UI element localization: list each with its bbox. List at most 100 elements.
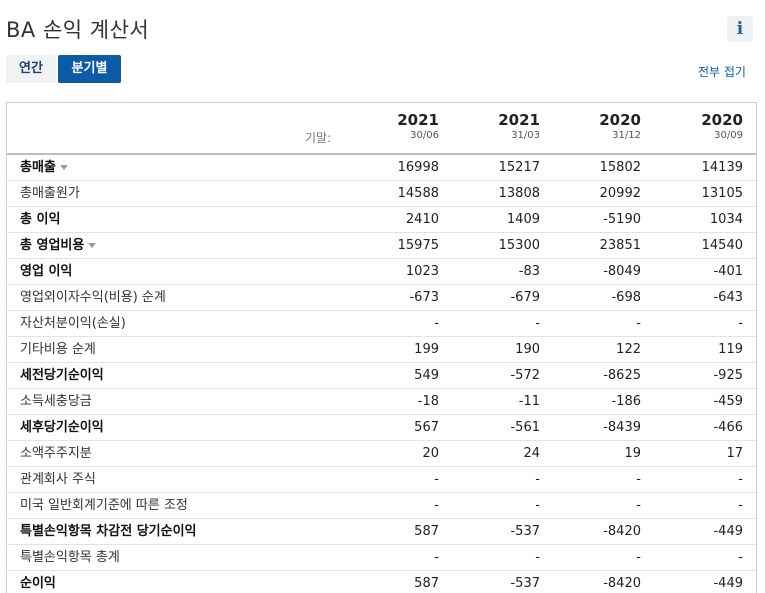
table-body: 총매출 16998 15217 15802 14139 총매출원가 14588 13808 20…: [7, 155, 756, 593]
table-row: 세전당기순이익 549 -572 -8625 -925: [7, 363, 756, 389]
cell-value: -698: [611, 290, 641, 305]
cell-value: -449: [713, 524, 743, 539]
tab-annual[interactable]: 연간: [6, 55, 56, 83]
row-label: 특별손익항목 차감전 당기순이익: [20, 519, 197, 544]
cell-value: 199: [414, 342, 439, 357]
info-icon[interactable]: i: [727, 16, 753, 42]
row-label: 소액주주지분: [20, 441, 92, 466]
cell-value: 15975: [397, 238, 439, 253]
cell-value: 20: [422, 446, 439, 461]
column-date: 30/09: [714, 130, 743, 141]
column-date: 30/06: [410, 130, 439, 141]
cell-value: 567: [414, 420, 439, 435]
cell-value: -18: [417, 394, 439, 409]
cell-value: 23851: [599, 238, 641, 253]
column-header: 2020 31/12: [551, 111, 641, 141]
cell-value: 14588: [397, 186, 439, 201]
cell-value: -: [738, 498, 743, 513]
cell-value: -: [636, 472, 641, 487]
cell-value: 119: [718, 342, 743, 357]
table-row: 특별손익항목 차감전 당기순이익 587 -537 -8420 -449: [7, 519, 756, 545]
cell-value: -: [535, 472, 540, 487]
cell-value: -8049: [603, 264, 641, 279]
row-label: 영업외이자수익(비용) 순계: [20, 285, 166, 310]
cell-value: 14139: [701, 160, 743, 175]
column-year: 2021: [397, 111, 439, 129]
row-label-text: 특별손익항목 총계: [20, 550, 120, 565]
row-label[interactable]: 총 영업비용: [20, 233, 97, 258]
column-year: 2020: [599, 111, 641, 129]
cell-value: 1034: [709, 212, 743, 227]
cell-value: -8420: [603, 576, 641, 591]
row-label[interactable]: 총매출: [20, 155, 68, 180]
row-label: 관계회사 주식: [20, 467, 96, 492]
cell-value: -679: [510, 290, 540, 305]
table-header: 기말: 2021 30/06 2021 31/03 2020 31/12 202…: [7, 103, 756, 155]
row-label-text: 소득세충당금: [20, 394, 92, 409]
cell-value: -643: [713, 290, 743, 305]
table-row: 자산처분이익(손실) - - - -: [7, 311, 756, 337]
cell-value: -: [434, 472, 439, 487]
cell-value: -: [434, 550, 439, 565]
cell-value: 24: [523, 446, 540, 461]
row-label-text: 영업 이익: [20, 264, 73, 279]
cell-value: 2410: [405, 212, 439, 227]
cell-value: -8420: [603, 524, 641, 539]
cell-value: -: [738, 316, 743, 331]
table-row: 세후당기순이익 567 -561 -8439 -466: [7, 415, 756, 441]
row-label-text: 총매출: [20, 160, 56, 175]
cell-value: 17: [726, 446, 743, 461]
cell-value: 15217: [498, 160, 540, 175]
row-label-text: 미국 일반회계기준에 따른 조정: [20, 498, 188, 513]
table-row: 소액주주지분 20 24 19 17: [7, 441, 756, 467]
chevron-down-icon[interactable]: [88, 243, 97, 248]
cell-value: 587: [414, 524, 439, 539]
row-label: 자산처분이익(손실): [20, 311, 126, 336]
column-year: 2021: [498, 111, 540, 129]
row-label-text: 총매출원가: [20, 186, 80, 201]
cell-value: -466: [713, 420, 743, 435]
table-row: 순이익 587 -537 -8420 -449: [7, 571, 756, 593]
table-row[interactable]: 총 영업비용 15975 15300 23851 14540: [7, 233, 756, 259]
cell-value: 15300: [498, 238, 540, 253]
table-row: 총매출원가 14588 13808 20992 13105: [7, 181, 756, 207]
row-label-text: 세전당기순이익: [20, 368, 104, 383]
row-label-text: 총 영업비용: [20, 238, 85, 253]
cell-value: -5190: [603, 212, 641, 227]
cell-value: -925: [713, 368, 743, 383]
row-label-text: 순이익: [20, 576, 56, 591]
column-year: 2020: [701, 111, 743, 129]
table-row[interactable]: 총매출 16998 15217 15802 14139: [7, 155, 756, 181]
table-row: 미국 일반회계기준에 따른 조정 - - - -: [7, 493, 756, 519]
chevron-down-icon[interactable]: [59, 165, 68, 170]
cell-value: -561: [510, 420, 540, 435]
column-date: 31/12: [612, 130, 641, 141]
cell-value: 122: [616, 342, 641, 357]
table-row: 소득세충당금 -18 -11 -186 -459: [7, 389, 756, 415]
tab-quarterly[interactable]: 분기별: [58, 55, 121, 83]
row-label-text: 영업외이자수익(비용) 순계: [20, 290, 166, 305]
row-label: 기타비용 순계: [20, 337, 96, 362]
cell-value: -: [738, 550, 743, 565]
column-date: 31/03: [511, 130, 540, 141]
cell-value: -8625: [603, 368, 641, 383]
income-statement-table: 기말: 2021 30/06 2021 31/03 2020 31/12 202…: [6, 102, 757, 593]
cell-value: 549: [414, 368, 439, 383]
row-label: 순이익: [20, 571, 56, 593]
cell-value: -: [738, 472, 743, 487]
table-row: 관계회사 주식 - - - -: [7, 467, 756, 493]
cell-value: -: [434, 316, 439, 331]
row-label-text: 특별손익항목 차감전 당기순이익: [20, 524, 197, 539]
cell-value: -449: [713, 576, 743, 591]
cell-value: -: [636, 498, 641, 513]
row-label-text: 자산처분이익(손실): [20, 316, 126, 331]
cell-value: -: [636, 550, 641, 565]
row-label: 영업 이익: [20, 259, 72, 284]
table-row: 영업외이자수익(비용) 순계 -673 -679 -698 -643: [7, 285, 756, 311]
page-title: BA 손익 계산서: [6, 18, 150, 42]
cell-value: -186: [611, 394, 641, 409]
collapse-all-link[interactable]: 전부 접기: [698, 65, 746, 79]
cell-value: 14540: [701, 238, 743, 253]
cell-value: -: [636, 316, 641, 331]
row-label: 총매출원가: [20, 181, 80, 206]
